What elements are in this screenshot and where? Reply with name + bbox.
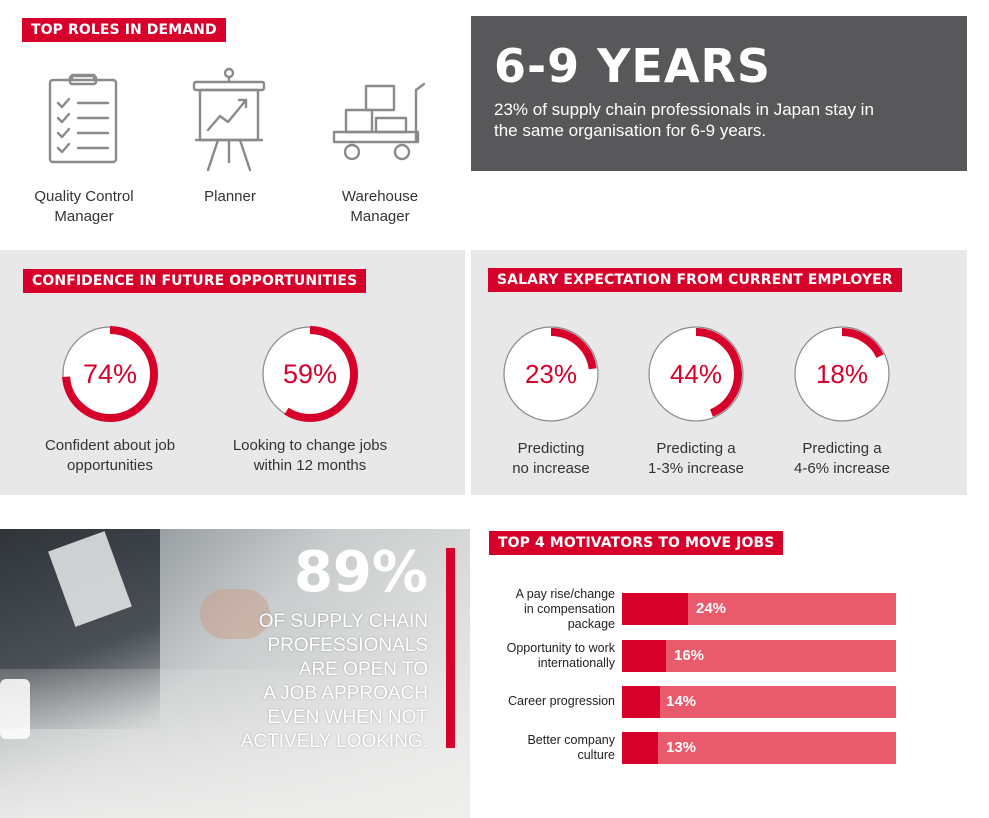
svg-text:44%: 44% (670, 359, 722, 389)
motivator-label-career: Career progression (508, 694, 615, 708)
confidence-ring-59: 59% (262, 326, 358, 422)
approach-text: OF SUPPLY CHAIN PROFESSIONALS ARE OPEN T… (240, 611, 428, 752)
motivator-bar-pay-rise: 24% (622, 593, 896, 625)
approach-red-bar (446, 548, 455, 748)
svg-text:18%: 18% (816, 359, 868, 389)
clipboard-checklist-icon (48, 73, 118, 164)
warehouse-trolley-icon (332, 82, 426, 161)
top-roles-heading: TOP ROLES IN DEMAND (22, 18, 226, 42)
approach-big-percent: 89% (293, 540, 428, 605)
role-label-planner: Planner (204, 188, 256, 205)
motivator-label-international: Opportunity to work internationally (506, 641, 615, 670)
svg-text:23%: 23% (525, 359, 577, 389)
salary-label-no-increase: Predicting no increase (512, 440, 590, 477)
role-label-quality-control: Quality Control Manager (34, 188, 134, 225)
motivator-bar-international: 16% (622, 640, 896, 672)
salary-label-4-6-increase: Predicting a 4-6% increase (794, 440, 890, 477)
salary-ring-23: 23% (503, 326, 599, 422)
role-label-warehouse: Warehouse Manager (341, 188, 419, 225)
motivator-value-culture: 13% (666, 739, 697, 756)
tenure-text: 23% of supply chain professionals in Jap… (494, 100, 874, 140)
tenure-headline: 6-9 YEARS (494, 39, 772, 93)
tenure-panel (471, 16, 967, 171)
confidence-ring-74: 74% (62, 326, 158, 422)
salary-ring-18: 18% (794, 326, 890, 422)
motivator-bar-culture: 13% (622, 732, 896, 764)
motivator-label-pay-rise: A pay rise/change in compensation package (515, 587, 615, 631)
svg-text:74%: 74% (83, 359, 137, 389)
confidence-label-confident: Confident about job opportunities (44, 437, 176, 474)
office-photo (0, 529, 470, 818)
confidence-label-change-jobs: Looking to change jobs within 12 months (232, 437, 388, 474)
motivators-heading: TOP 4 MOTIVATORS TO MOVE JOBS (489, 531, 784, 555)
svg-text:59%: 59% (283, 359, 337, 389)
salary-ring-44: 44% (648, 326, 744, 422)
motivator-value-international: 16% (674, 647, 705, 664)
salary-heading: SALARY EXPECTATION FROM CURRENT EMPLOYER (488, 268, 902, 292)
motivator-value-pay-rise: 24% (696, 600, 727, 617)
motivator-bar-career: 14% (622, 686, 896, 718)
motivator-value-career: 14% (666, 693, 697, 710)
confidence-heading: CONFIDENCE IN FUTURE OPPORTUNITIES (23, 269, 367, 293)
salary-label-1-3-increase: Predicting a 1-3% increase (648, 440, 744, 477)
motivator-label-culture: Better company culture (527, 733, 615, 762)
chart-easel-icon (192, 67, 266, 172)
